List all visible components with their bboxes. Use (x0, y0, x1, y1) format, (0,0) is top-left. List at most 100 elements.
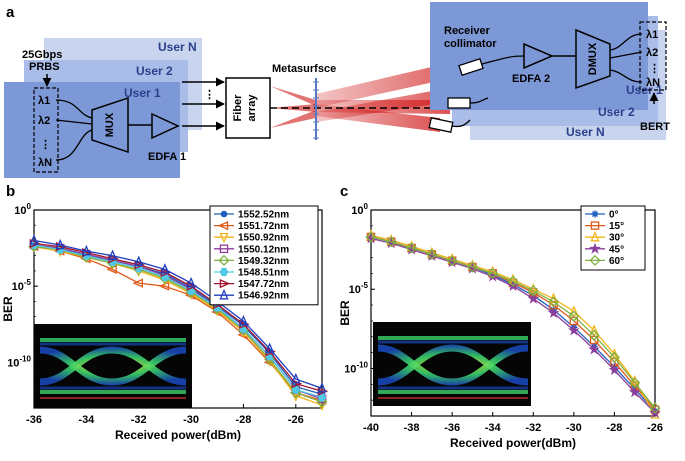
tx-user-n-label: User N (158, 40, 197, 54)
series-line (370, 234, 656, 415)
data-point (385, 236, 397, 248)
data-point (81, 244, 91, 256)
legend-label: 1552.52nm (238, 210, 289, 221)
rx-user-2-label: User 2 (598, 105, 635, 119)
fiber-array-label-line1: Fiber (232, 94, 244, 122)
legend-label: 1548.51nm (238, 268, 289, 279)
legend-label: 45° (609, 244, 624, 255)
svg-text:⋮: ⋮ (204, 89, 215, 101)
prbs-label-line1: 25Gbps (22, 49, 62, 61)
svg-text:⋮: ⋮ (649, 63, 660, 75)
data-point (589, 324, 599, 335)
panel-c-letter: c (340, 183, 348, 200)
x-axis-label: Received power(dBm) (450, 436, 576, 450)
edfa1-amplifier (151, 112, 180, 140)
legend-label: 1546.92nm (238, 291, 289, 302)
data-point (568, 324, 580, 336)
legend-marker (591, 210, 599, 218)
legend-label: 1550.12nm (238, 244, 289, 255)
panel-b-chart: b -36 -34 -32 -30 -28 -26 100 10-5 10-10 Received… (1, 183, 329, 442)
data-point (466, 262, 479, 274)
y-tick-label: 10-10 (344, 360, 368, 375)
fiber-array-block: Fiber array (225, 77, 271, 139)
receiver-label-line1: Receiver (444, 25, 491, 37)
legend-entry: 1552.52nm (214, 210, 289, 221)
b-axes: -36 -34 -32 -30 -28 -26 100 10-5 10-10 Received p… (1, 202, 304, 442)
data-point (406, 242, 418, 254)
legend-entry: 45° (585, 242, 624, 255)
legend-marker (219, 267, 229, 277)
legend-label: 60° (609, 256, 624, 267)
data-point (628, 385, 641, 398)
data-point (238, 314, 249, 326)
legend-entry: 1551.72nm (214, 221, 289, 232)
b-series-lines (27, 234, 329, 412)
c-series-lines (365, 229, 661, 419)
data-point (107, 249, 118, 260)
series-line (33, 245, 323, 403)
data-point (405, 243, 418, 255)
data-point (55, 238, 65, 250)
tx-user-2-label: User 2 (136, 64, 173, 78)
rx-fiber-lines (609, 33, 643, 83)
data-point (608, 363, 621, 376)
legend-marker (590, 230, 600, 242)
data-point (466, 261, 478, 273)
legend-label: 0° (609, 210, 619, 221)
x-tick-label: -36 (26, 414, 42, 426)
eye-diagram-inset (34, 324, 192, 408)
data-point (316, 396, 328, 408)
data-point (186, 276, 196, 288)
legend-marker (589, 242, 601, 254)
legend-entry: 1549.32nm (214, 254, 289, 267)
legend-label: 1549.32nm (238, 256, 289, 267)
x-tick-label: -30 (183, 414, 199, 426)
tx-fiber-lines (55, 99, 93, 161)
x-tick-label: -32 (525, 422, 541, 434)
mux-label: MUX (104, 112, 116, 137)
data-point (568, 310, 580, 322)
prbs-label-line2: PRBS (29, 61, 60, 73)
data-point (569, 305, 579, 316)
edfa1-label: EDFA 1 (148, 151, 186, 163)
data-point (426, 249, 438, 261)
y-axis-label: BER (1, 296, 15, 322)
x-tick-label: -32 (131, 414, 147, 426)
tx-lambda-2: λ2 (38, 115, 50, 127)
dmux-label: DMUX (587, 42, 599, 75)
data-point (29, 234, 39, 245)
data-point (649, 402, 661, 414)
data-point (629, 377, 641, 389)
panel-a-letter: a (6, 4, 15, 21)
data-point (446, 255, 458, 267)
data-point (588, 343, 600, 355)
data-point (527, 285, 539, 297)
data-point (317, 381, 327, 393)
legend-marker (219, 244, 229, 254)
legend-marker (589, 254, 601, 266)
edfa2-label: EDFA 2 (512, 73, 550, 85)
legend-marker (217, 221, 229, 231)
legend-marker (590, 221, 600, 230)
data-point (507, 275, 519, 287)
y-tick-label: 10-10 (7, 354, 31, 369)
rx-lambda-1: λ1 (646, 29, 658, 41)
rx-user-n-label: User N (566, 125, 605, 139)
data-point (487, 267, 499, 279)
data-point (385, 237, 398, 249)
y-tick-label: 10-5 (12, 278, 32, 293)
legend-marker (218, 254, 230, 266)
legend-label: 1550.92nm (238, 233, 289, 244)
y-axis-label: BER (338, 300, 352, 326)
x-axis-label: Received power(dBm) (115, 428, 241, 442)
data-point (134, 255, 144, 267)
panel-b-letter: b (6, 183, 15, 200)
legend-marker (219, 288, 229, 300)
series-5 (365, 231, 661, 414)
data-point (365, 231, 377, 243)
rx-detector-group (639, 21, 667, 91)
legend-entry: 30° (585, 230, 624, 244)
data-point (160, 263, 170, 274)
legend-label: 1547.72nm (238, 279, 289, 290)
